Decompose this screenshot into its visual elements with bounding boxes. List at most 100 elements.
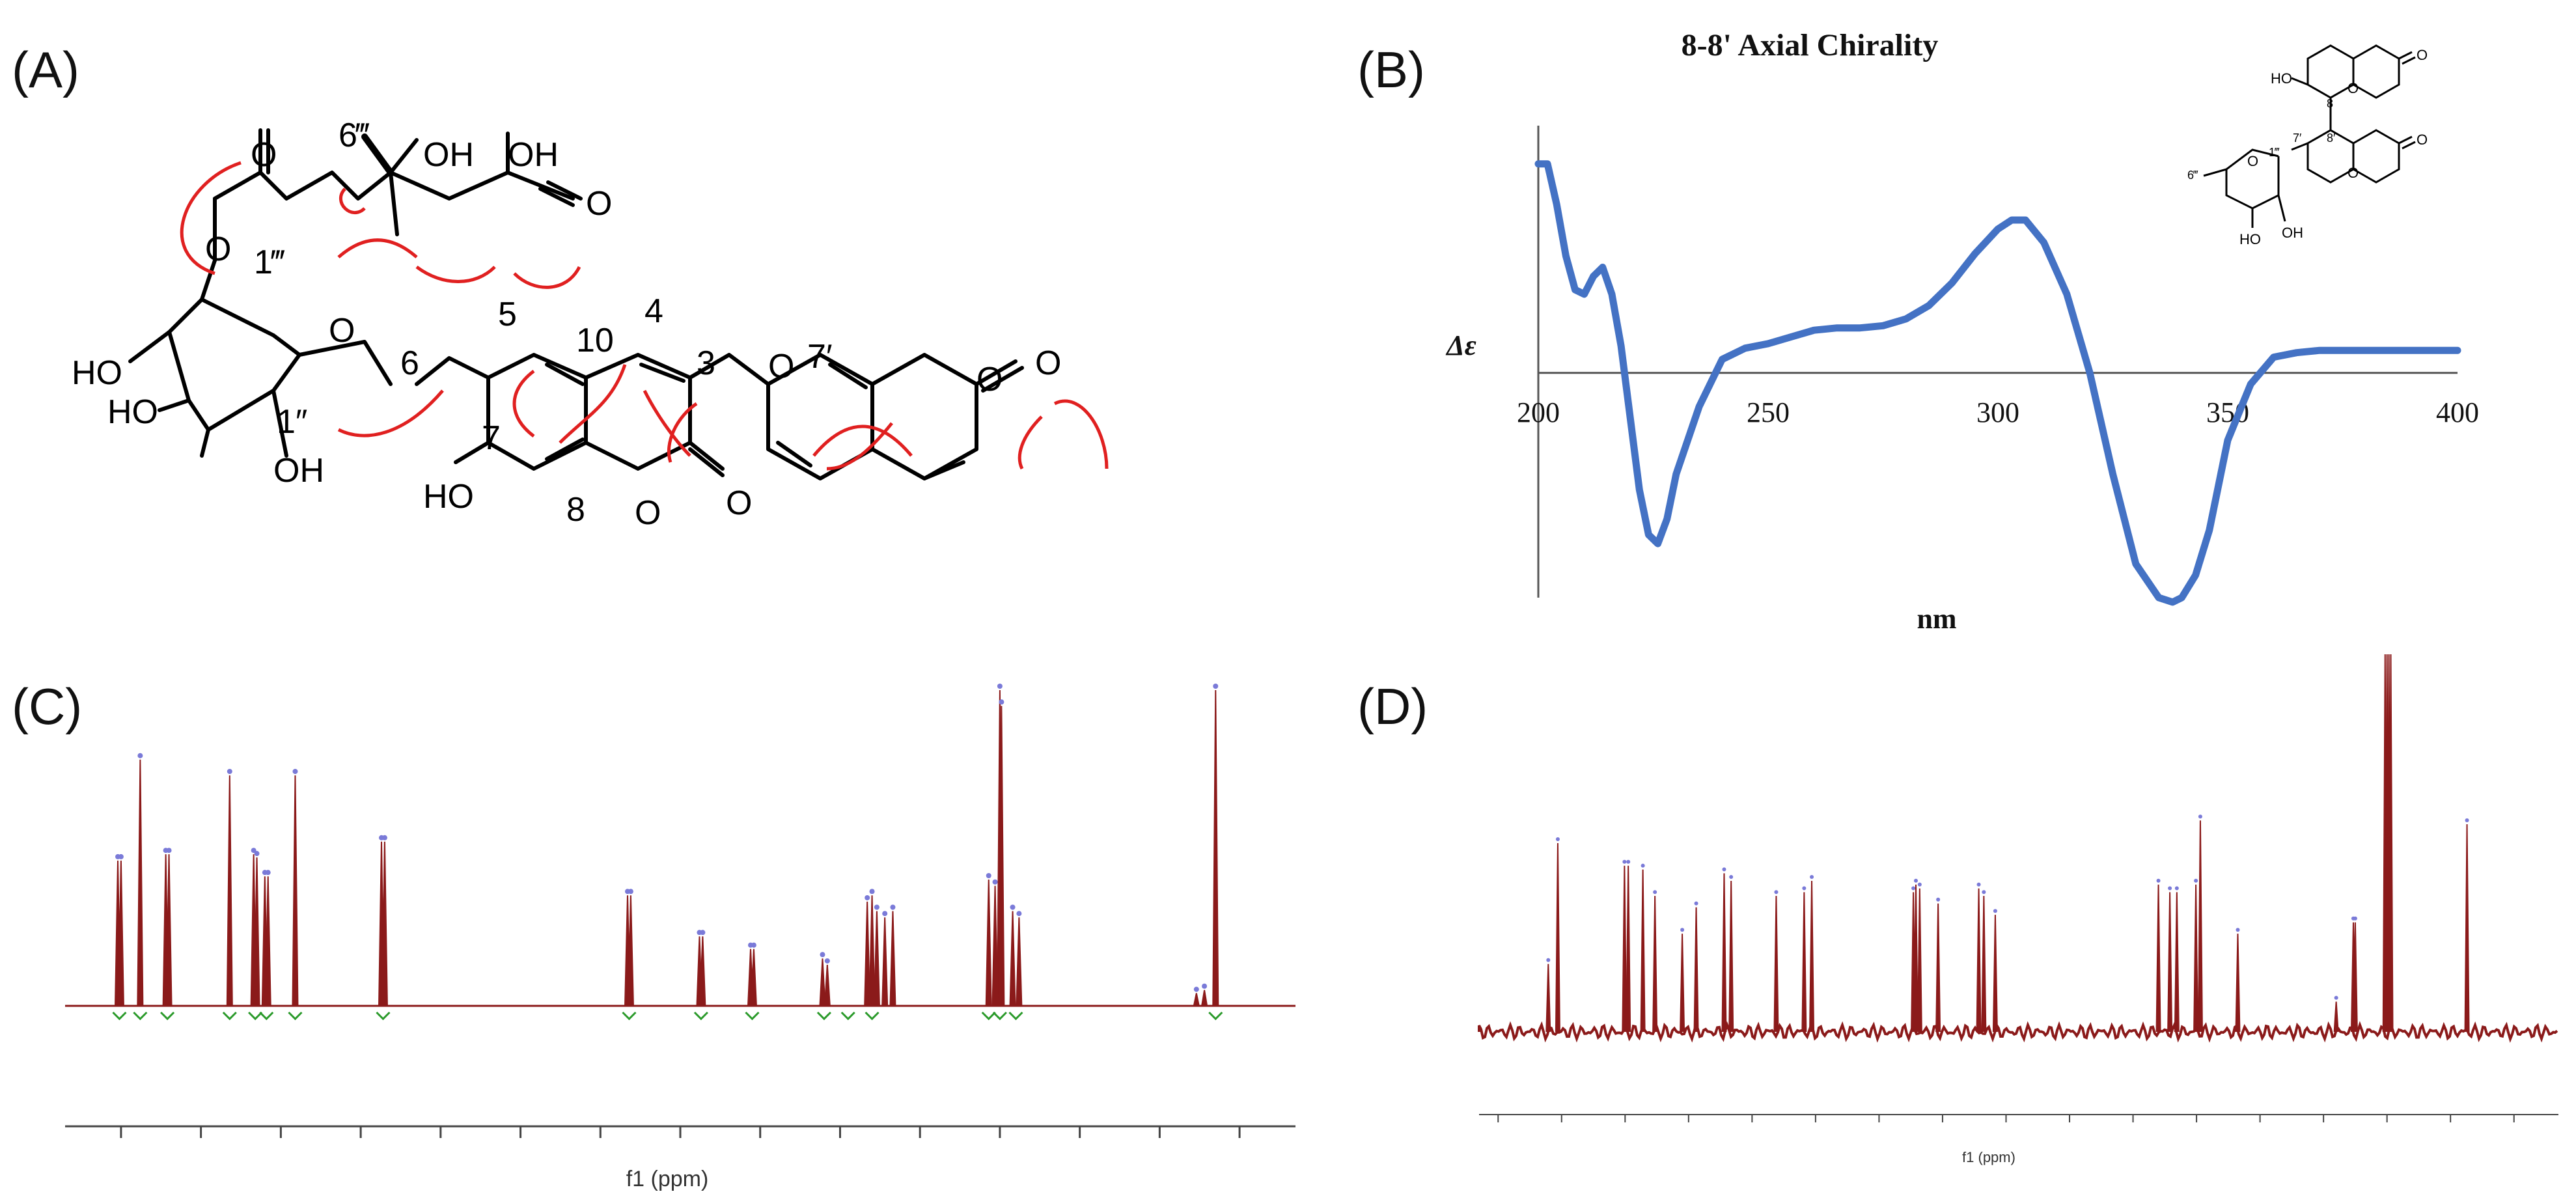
- inset-label: 7′: [2293, 132, 2302, 145]
- atom-label: 8: [566, 491, 585, 529]
- h-nmr-peak-marker: [381, 835, 387, 840]
- inset-label: O: [2347, 80, 2359, 96]
- inset-label: HO: [2239, 231, 2261, 247]
- h-nmr-integral-bracket: [1208, 1011, 1223, 1021]
- h-nmr-peak-marker: [700, 930, 706, 936]
- c-nmr-peak-marker: [1810, 875, 1814, 879]
- cd-x-tick-label: 300: [1976, 396, 2019, 428]
- h-nmr-peak: [1193, 993, 1200, 1007]
- c-nmr-peak-marker: [1653, 890, 1657, 895]
- h-nmr-integral-bracket: [259, 1011, 274, 1021]
- h-nmr-peak: [165, 854, 173, 1007]
- c-nmr-peak-marker: [1546, 958, 1551, 962]
- panel-label-b: (B): [1357, 41, 1425, 98]
- h-nmr-peak-marker: [751, 942, 756, 948]
- h-nmr-peak: [1212, 689, 1219, 1007]
- h-nmr-integral-bracket: [248, 1011, 263, 1021]
- atom-label: 4: [644, 292, 663, 330]
- h-nmr-peak-marker: [820, 952, 825, 958]
- c-nmr-peak: [1652, 896, 1658, 1033]
- h-nmr-peak: [253, 857, 260, 1007]
- c-nmr-peak-marker: [1802, 886, 1807, 891]
- c-nmr-peak-marker: [1993, 909, 1997, 913]
- c-nmr-peak: [1680, 934, 1685, 1033]
- c-nmr-peak: [1555, 842, 1560, 1033]
- h-nmr-integral-bracket: [376, 1011, 391, 1021]
- c-nmr-peak-marker: [2156, 878, 2161, 883]
- h-nmr-peak: [868, 895, 876, 1007]
- c-nmr-peak-marker: [1622, 859, 1627, 864]
- h-nmr-peak-marker: [874, 904, 879, 910]
- c-nmr-x-label: f1 (ppm): [1962, 1149, 2015, 1165]
- c-nmr-peak: [2167, 892, 2173, 1033]
- h-nmr-peak-marker: [118, 854, 124, 859]
- h-nmr-peak: [991, 885, 999, 1007]
- atom-label: O: [205, 230, 231, 268]
- atom-label: O: [329, 312, 355, 350]
- c-nmr-peak: [1773, 896, 1779, 1033]
- c-nmr-peak-marker: [1555, 837, 1560, 841]
- h-nmr-peak-marker: [292, 768, 298, 774]
- h-nmr-peak-marker: [137, 753, 143, 758]
- atom-label: O: [586, 185, 612, 223]
- inset-label: HO: [2271, 70, 2292, 87]
- h-nmr-integral-bracket: [1008, 1011, 1023, 1021]
- atom-label: 5: [498, 296, 517, 333]
- c-nmr-peak: [2193, 884, 2199, 1033]
- panel-label-d: (D): [1357, 678, 1428, 735]
- c-nmr-peak: [2388, 654, 2394, 1033]
- h-nmr-peak-marker: [251, 848, 256, 854]
- h-nmr-peak: [819, 958, 826, 1007]
- inset-label: 8′: [2327, 132, 2336, 145]
- atom-label: HO: [72, 354, 122, 392]
- h-nmr-x-label: f1 (ppm): [626, 1167, 709, 1191]
- h-nmr-peak-marker: [1010, 904, 1016, 910]
- atom-label: 1‴: [254, 243, 285, 281]
- atom-label: OH: [423, 136, 474, 174]
- h-nmr-peak: [1201, 990, 1208, 1007]
- h-nmr-peak-marker: [1193, 986, 1199, 992]
- c-nmr-peak: [2155, 884, 2161, 1033]
- c-nmr-peak: [1545, 964, 1551, 1033]
- h-nmr-peak: [824, 964, 831, 1007]
- h-nmr-peak-marker: [890, 904, 896, 910]
- c-nmr-peak-marker: [1917, 882, 1922, 887]
- h-nmr-peak-marker: [869, 889, 875, 895]
- h-nmr-peak-marker: [992, 879, 998, 885]
- c-nmr-peak-marker: [2174, 886, 2179, 891]
- c-nmr-peak: [1992, 915, 1998, 1033]
- c-nmr-peak-marker: [2236, 928, 2240, 932]
- c-nmr-peak: [1913, 884, 1918, 1033]
- cd-x-label: nm: [1917, 603, 1956, 635]
- atom-label: O: [726, 484, 752, 522]
- c-nmr-peak-marker: [1729, 875, 1734, 879]
- h-nmr-integral-bracket: [981, 1011, 996, 1021]
- c-nmr-peak-marker: [1774, 890, 1779, 895]
- h-nmr-integral-bracket: [133, 1011, 148, 1021]
- c-nmr-peak-marker: [1680, 928, 1685, 932]
- c-nmr-peak-marker: [1626, 859, 1631, 864]
- inset-structure-labels: HO 8 O O 8′ 7′ O O O 1‴ 6‴ HO OH: [2187, 47, 2428, 247]
- h-nmr-peak-marker: [1202, 983, 1208, 989]
- c-nmr-peak: [1976, 888, 1982, 1033]
- atom-label: OH: [508, 136, 559, 174]
- c-nmr-peak: [1693, 907, 1699, 1033]
- hmbc-arrows: [180, 161, 1109, 471]
- inset-label: 1‴: [2269, 146, 2280, 159]
- c-nmr-peak: [1981, 896, 1987, 1033]
- h-nmr-x-axis: [65, 1125, 1295, 1138]
- c-nmr-peak-marker: [2465, 818, 2469, 822]
- c-nmr-peaks: [1478, 654, 2558, 1043]
- inset-label: 8: [2327, 97, 2333, 110]
- h-nmr-integral-bracket: [745, 1011, 760, 1021]
- atom-label: O: [976, 361, 1003, 398]
- h-nmr-peak: [264, 876, 271, 1007]
- c-nmr-peak-marker: [1911, 886, 1916, 891]
- c-nmr-peak: [2352, 922, 2358, 1033]
- panel-label-c: (C): [12, 678, 83, 735]
- atom-label: 6‴: [339, 117, 370, 154]
- atom-label: 6: [400, 344, 419, 382]
- c-nmr-peak: [1917, 888, 1922, 1033]
- c-nmr-peak-marker: [2334, 995, 2338, 1000]
